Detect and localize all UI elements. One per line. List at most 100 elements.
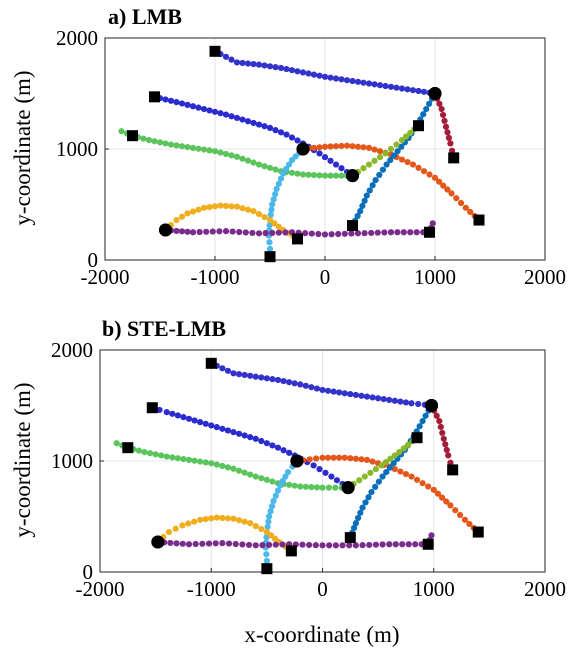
trajectory-point: [191, 457, 198, 464]
trajectory-point: [255, 121, 263, 128]
trajectory-point: [372, 176, 379, 184]
trajectory-point: [445, 452, 452, 459]
trajectory-point: [349, 77, 356, 85]
trajectory-point: [266, 124, 274, 132]
trajectory-point: [200, 146, 208, 153]
trajectory-point: [211, 108, 219, 115]
trajectory-point: [387, 145, 395, 153]
trajectory-point: [319, 454, 326, 461]
end-marker: [264, 251, 276, 263]
trajectory-point: [269, 229, 276, 237]
trajectory-point: [382, 459, 390, 466]
trajectory-point: [224, 367, 232, 374]
trajectory-point: [438, 494, 446, 501]
trajectory-point: [335, 230, 342, 238]
end-marker: [411, 432, 423, 444]
trajectory-point: [341, 230, 348, 237]
trajectory-point: [437, 423, 444, 431]
trajectory-point: [376, 82, 384, 89]
trajectory-point: [184, 210, 191, 217]
trajectory-point: [324, 454, 332, 461]
trajectory-point: [269, 478, 276, 485]
trajectory-point: [447, 459, 454, 466]
trajectory-point: [283, 65, 290, 73]
x-tick-label: -1000: [187, 577, 236, 601]
trajectory-point: [419, 417, 426, 425]
trajectory-point: [252, 435, 259, 442]
trajectory-point: [261, 213, 268, 221]
trajectory-point: [316, 72, 323, 79]
trajectory-point: [294, 170, 301, 177]
trajectory-point: [173, 227, 180, 235]
trajectory-point: [277, 175, 285, 182]
trajectory-point: [178, 100, 186, 107]
trajectory-point: [361, 197, 368, 204]
trajectory-point: [361, 230, 368, 237]
trajectory-point: [211, 203, 219, 210]
y-tick-label: 1000: [51, 449, 93, 473]
trajectory-point: [398, 143, 405, 150]
trajectory-point: [167, 97, 175, 104]
trajectory-point: [347, 391, 354, 398]
trajectory-point: [146, 450, 154, 457]
trajectory-point: [457, 199, 465, 207]
trajectory-point: [358, 392, 365, 399]
trajectory-point: [178, 143, 186, 150]
trajectory-point: [239, 116, 246, 123]
trajectory-point: [141, 449, 148, 456]
trajectory-point: [266, 164, 274, 171]
trajectory-point: [365, 494, 372, 501]
trajectory-point: [232, 540, 239, 548]
trajectory-point: [382, 150, 389, 157]
trajectory-point: [272, 64, 279, 71]
trajectory-point: [383, 161, 390, 168]
trajectory-point: [156, 406, 163, 414]
trajectory-point: [279, 541, 286, 548]
trajectory-point: [224, 464, 232, 471]
trajectory-point: [156, 139, 164, 146]
trajectory-point: [461, 516, 468, 523]
trajectory-point: [252, 473, 259, 480]
trajectory-point: [212, 540, 219, 547]
trajectory-point: [162, 96, 169, 103]
trajectory-point: [209, 228, 216, 235]
trajectory-point: [266, 222, 273, 229]
trajectory-point: [398, 137, 406, 144]
trajectory-point: [195, 104, 202, 111]
trajectory-point: [363, 192, 370, 199]
trajectory-point: [396, 449, 403, 456]
trajectory-point: [327, 157, 334, 164]
trajectory-point: [247, 520, 254, 527]
trajectory-point: [387, 455, 394, 462]
trajectory-point: [371, 146, 378, 153]
trajectory-point: [191, 518, 198, 525]
trajectory-point: [398, 85, 406, 92]
trajectory-point: [216, 228, 223, 235]
trajectory-point: [213, 461, 220, 468]
trajectory-point: [439, 429, 446, 436]
trajectory-point: [224, 427, 232, 434]
trajectory-point: [426, 171, 433, 178]
trajectory-point: [266, 239, 273, 246]
trajectory-point: [113, 440, 120, 447]
chart-panel-b: b) STE-LMB y-coordinate (m) x-coordinate…: [10, 316, 566, 647]
trajectory-point: [219, 365, 226, 372]
trajectory-point: [283, 131, 290, 138]
trajectory-point: [375, 478, 382, 485]
trajectory-point: [272, 166, 279, 173]
trajectory-point: [391, 465, 398, 473]
trajectory-point: [197, 458, 204, 465]
trajectory-point: [321, 73, 329, 80]
trajectory-point: [327, 143, 334, 150]
trajectory-point: [233, 153, 241, 160]
trajectory-point: [250, 60, 257, 68]
trajectory-point: [440, 435, 447, 442]
trajectory-point: [352, 542, 359, 549]
trajectory-point: [167, 539, 174, 547]
trajectory-point: [255, 161, 263, 168]
trajectory-point: [386, 464, 394, 471]
trajectory-point: [330, 454, 337, 461]
trajectory-point: [250, 119, 257, 127]
trajectory-point: [399, 541, 406, 548]
trajectory-point: [195, 206, 202, 213]
